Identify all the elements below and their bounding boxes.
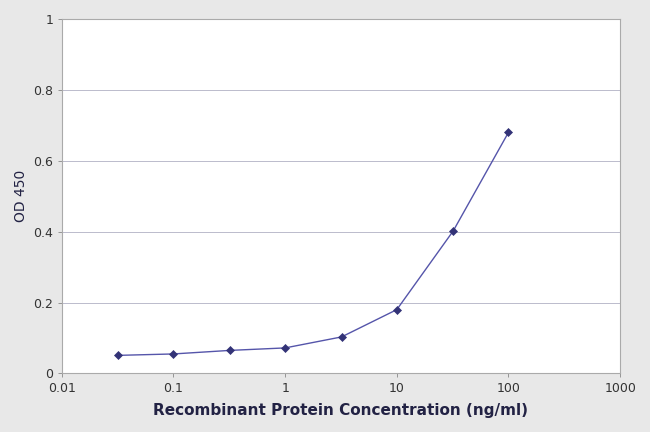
Y-axis label: OD 450: OD 450 xyxy=(14,170,28,222)
X-axis label: Recombinant Protein Concentration (ng/ml): Recombinant Protein Concentration (ng/ml… xyxy=(153,403,528,418)
